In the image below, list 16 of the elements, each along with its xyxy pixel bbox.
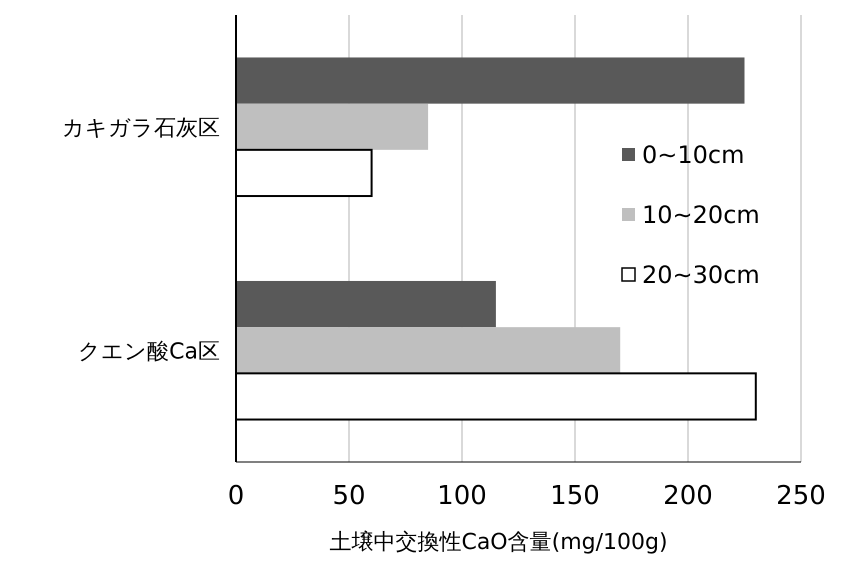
bar bbox=[236, 280, 496, 328]
legend-label: 20~30cm bbox=[642, 261, 760, 289]
y-tick-label: クエン酸Ca区 bbox=[78, 339, 220, 364]
bar bbox=[236, 327, 620, 374]
x-tick-label: 100 bbox=[437, 481, 487, 511]
legend-label: 0~10cm bbox=[642, 141, 744, 169]
bar bbox=[236, 104, 428, 150]
x-axis-title: 土壌中交換性CaO含量(mg/100g) bbox=[329, 530, 668, 555]
legend-label: 10~20cm bbox=[642, 201, 760, 229]
bar bbox=[236, 57, 744, 104]
x-tick-label: 250 bbox=[776, 481, 826, 511]
x-tick-label: 150 bbox=[550, 481, 600, 511]
y-tick-label: カキガラ石灰区 bbox=[62, 116, 220, 141]
x-tick-label: 200 bbox=[663, 481, 713, 511]
x-tick-label: 0 bbox=[228, 481, 244, 511]
x-tick-label: 50 bbox=[332, 481, 366, 511]
